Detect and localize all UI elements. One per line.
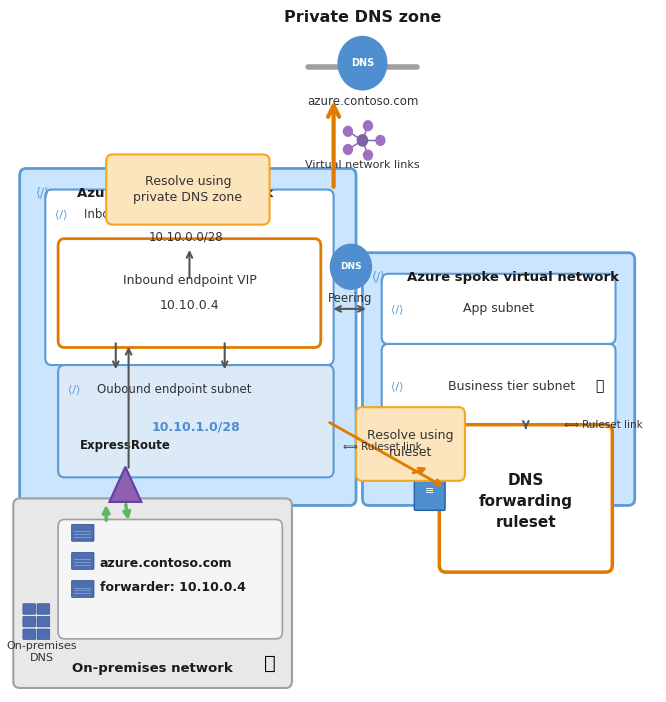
- Text: 10.10.0.0/28: 10.10.0.0/28: [149, 231, 224, 244]
- Text: Azure hub virtual network: Azure hub virtual network: [77, 187, 274, 199]
- Circle shape: [364, 150, 372, 160]
- FancyBboxPatch shape: [37, 604, 50, 614]
- FancyBboxPatch shape: [71, 524, 94, 541]
- Text: ⟺ Ruleset link: ⟺ Ruleset link: [343, 442, 422, 452]
- Text: DNS: DNS: [351, 58, 374, 68]
- Text: forwarding: forwarding: [479, 494, 573, 510]
- Text: App subnet: App subnet: [463, 303, 534, 315]
- Text: ⟨/⟩: ⟨/⟩: [55, 209, 67, 219]
- FancyBboxPatch shape: [58, 519, 282, 639]
- Text: On-premises: On-premises: [7, 641, 77, 651]
- Text: ≡: ≡: [425, 486, 434, 496]
- Text: 🏢: 🏢: [264, 654, 276, 673]
- Text: 10.10.1.0/28: 10.10.1.0/28: [151, 420, 240, 433]
- FancyBboxPatch shape: [414, 469, 445, 510]
- FancyBboxPatch shape: [58, 239, 321, 347]
- Text: Private DNS zone: Private DNS zone: [284, 10, 441, 25]
- FancyBboxPatch shape: [362, 253, 635, 505]
- Text: ⟨/⟩: ⟨/⟩: [68, 385, 80, 395]
- Text: Inbound endpoint subnet: Inbound endpoint subnet: [84, 208, 232, 220]
- Text: 🛡: 🛡: [595, 379, 603, 393]
- Text: ⟨/⟩: ⟨/⟩: [36, 187, 50, 199]
- FancyBboxPatch shape: [382, 344, 615, 428]
- Circle shape: [364, 121, 372, 131]
- Text: ⟨/⟩: ⟨/⟩: [372, 271, 386, 284]
- Text: private DNS zone: private DNS zone: [133, 192, 242, 204]
- FancyBboxPatch shape: [382, 274, 615, 344]
- Text: Azure spoke virtual network: Azure spoke virtual network: [408, 271, 619, 284]
- Text: On-premises network: On-premises network: [72, 662, 233, 675]
- Text: DNS: DNS: [30, 654, 54, 663]
- Text: Virtual network links: Virtual network links: [305, 160, 420, 170]
- Text: ⟨/⟩: ⟨/⟩: [392, 381, 404, 391]
- Circle shape: [344, 126, 352, 136]
- Circle shape: [376, 135, 385, 145]
- FancyBboxPatch shape: [45, 190, 334, 365]
- FancyBboxPatch shape: [71, 552, 94, 569]
- Circle shape: [358, 135, 368, 146]
- Text: Oubound endpoint subnet: Oubound endpoint subnet: [97, 383, 251, 396]
- FancyBboxPatch shape: [13, 498, 292, 688]
- Text: Resolve using: Resolve using: [145, 175, 231, 187]
- Text: Resolve using: Resolve using: [367, 429, 454, 442]
- FancyBboxPatch shape: [440, 425, 612, 572]
- FancyBboxPatch shape: [37, 629, 50, 640]
- Text: forwarder: 10.10.0.4: forwarder: 10.10.0.4: [100, 581, 246, 594]
- Text: DNS: DNS: [507, 473, 544, 489]
- Text: Business tier subnet: Business tier subnet: [448, 380, 575, 392]
- Text: ⟺ Ruleset link: ⟺ Ruleset link: [564, 420, 643, 430]
- Text: ruleset: ruleset: [389, 446, 432, 459]
- Text: ExpressRoute: ExpressRoute: [80, 439, 170, 452]
- FancyBboxPatch shape: [58, 365, 334, 477]
- FancyBboxPatch shape: [71, 581, 94, 597]
- FancyBboxPatch shape: [37, 616, 50, 627]
- Text: ⟨/⟩: ⟨/⟩: [392, 304, 404, 314]
- Circle shape: [338, 37, 387, 90]
- Text: ruleset: ruleset: [496, 515, 556, 531]
- Polygon shape: [109, 467, 141, 502]
- Circle shape: [330, 244, 372, 289]
- Text: 10.10.0.4: 10.10.0.4: [160, 299, 219, 312]
- Text: azure.contoso.com: azure.contoso.com: [100, 557, 232, 570]
- FancyBboxPatch shape: [356, 407, 465, 481]
- Text: Inbound endpoint VIP: Inbound endpoint VIP: [123, 274, 256, 287]
- FancyBboxPatch shape: [23, 629, 36, 640]
- FancyBboxPatch shape: [23, 604, 36, 614]
- Circle shape: [344, 145, 352, 154]
- Text: DNS: DNS: [340, 263, 362, 271]
- Text: azure.contoso.com: azure.contoso.com: [307, 95, 418, 108]
- Text: Peering: Peering: [328, 292, 372, 305]
- FancyBboxPatch shape: [106, 154, 270, 225]
- FancyBboxPatch shape: [23, 616, 36, 627]
- FancyBboxPatch shape: [20, 168, 356, 505]
